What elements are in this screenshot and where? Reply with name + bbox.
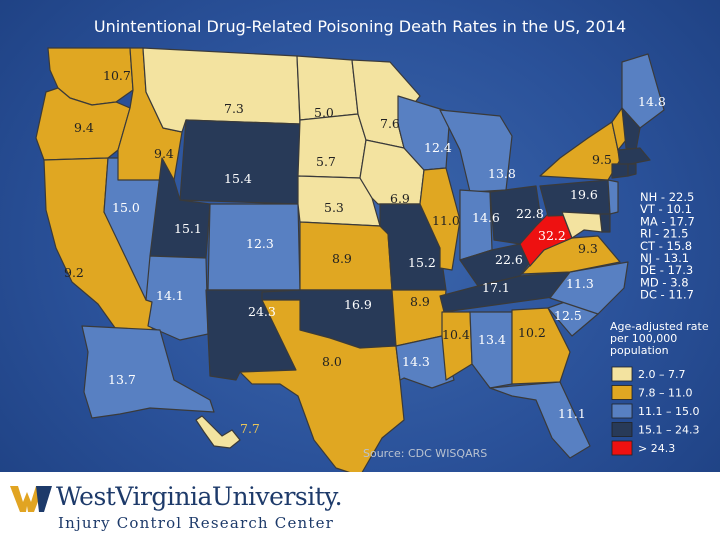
rate-label-ca: 9.2 (64, 265, 84, 280)
legend-swatch (611, 440, 633, 456)
rate-label-pa: 19.6 (570, 187, 598, 202)
rate-label-va: 9.3 (578, 241, 598, 256)
state-al (469, 311, 513, 389)
state-in (459, 189, 493, 261)
rate-label-ga: 10.2 (518, 325, 546, 340)
legend-swatch (611, 403, 633, 419)
rate-label-nm: 24.3 (248, 304, 276, 319)
state-wy (179, 119, 301, 205)
state-md (561, 211, 603, 239)
rate-label-az: 14.1 (156, 288, 184, 303)
source-note: Source: CDC WISQARS (363, 447, 488, 460)
rate-label-wi: 12.4 (424, 140, 452, 155)
rate-label-ne: 5.3 (324, 200, 344, 215)
legend-label: 7.8 – 11.0 (638, 387, 692, 400)
legend-swatch (611, 366, 633, 382)
state-mt (142, 47, 301, 133)
rate-label-ut: 15.1 (174, 221, 202, 236)
rate-label-nd: 5.0 (314, 105, 334, 120)
rate-label-ks: 8.9 (332, 251, 352, 266)
state-me (621, 53, 665, 129)
rate-label-sc: 12.5 (554, 308, 582, 323)
rate-label-wy: 15.4 (224, 171, 252, 186)
rate-label-or: 9.4 (74, 120, 94, 135)
rate-label-me: 14.8 (638, 94, 666, 109)
legend-title: population (610, 344, 669, 357)
university-name: WestVirginiaUniversity. (56, 482, 343, 511)
rate-label-la: 14.3 (402, 354, 430, 369)
legend-label: > 24.3 (638, 442, 675, 455)
legend-swatch (611, 385, 633, 400)
legend-label: 15.1 – 24.3 (638, 424, 699, 437)
legend-title: Age-adjusted rate (610, 320, 709, 333)
state-tx (239, 299, 405, 477)
rate-label-ok: 16.9 (344, 297, 372, 312)
state-ga (511, 307, 571, 385)
rate-label-id: 9.4 (154, 146, 174, 161)
rate-label-ak: 13.7 (108, 372, 136, 387)
ne-item-dc: DC - 11.7 (640, 288, 694, 302)
rate-label-sd: 5.7 (316, 154, 336, 169)
rate-label-oh: 22.8 (516, 206, 544, 221)
rate-label-nv: 15.0 (112, 200, 140, 215)
rate-label-wv: 32.2 (538, 228, 566, 243)
state-ak (81, 325, 215, 419)
rate-label-tn: 17.1 (482, 280, 510, 295)
legend-label: 2.0 – 7.7 (638, 368, 685, 381)
state-il (419, 167, 461, 271)
state-ct (611, 163, 629, 179)
state-fl (489, 381, 591, 459)
ne-item-nh: NH - 22.5 (640, 190, 694, 204)
state-hi (195, 415, 241, 449)
ne-item-ma: MA - 17.7 (640, 214, 695, 228)
rate-label-mo: 15.2 (408, 255, 436, 270)
rate-label-al: 13.4 (478, 332, 506, 347)
state-az (145, 255, 209, 341)
rate-label-ky: 22.6 (495, 252, 523, 267)
rate-label-wa: 10.7 (103, 68, 131, 83)
rate-label-co: 12.3 (246, 236, 274, 251)
northeast-rate-list: NH - 22.5VT - 10.1MA - 17.7RI - 21.5CT -… (640, 190, 695, 302)
legend-label: 11.1 – 15.0 (638, 405, 699, 418)
ne-item-md: MD - 3.8 (640, 275, 689, 289)
state-nc (549, 261, 629, 315)
ne-item-nj: NJ - 13.1 (640, 251, 689, 265)
footer-banner: WestVirginiaUniversity. Injury Control R… (0, 472, 720, 540)
rate-label-hi: 7.7 (240, 421, 260, 436)
rate-label-mt: 7.3 (224, 101, 244, 116)
rate-label-ms: 10.4 (442, 327, 470, 342)
rate-label-ar: 8.9 (410, 294, 430, 309)
rate-label-ny: 9.5 (592, 152, 612, 167)
ne-item-de: DE - 17.3 (640, 263, 693, 277)
rate-label-il: 11.0 (432, 213, 460, 228)
legend-swatch (611, 422, 633, 437)
state-ri (627, 163, 637, 177)
state-ny (539, 121, 621, 181)
research-center-name: Injury Control Research Center (58, 514, 335, 532)
rate-label-tx: 8.0 (322, 354, 342, 369)
legend-title: per 100,000 (610, 332, 677, 345)
rate-label-fl: 11.1 (558, 406, 586, 421)
state-ms (441, 311, 473, 381)
map-title: Unintentional Drug-Related Poisoning Dea… (93, 17, 627, 36)
state-nj (607, 179, 619, 215)
rate-label-in: 14.6 (472, 210, 500, 225)
ne-item-ct: CT - 15.8 (640, 239, 692, 253)
rate-label-mi: 13.8 (488, 166, 516, 181)
rate-label-ia: 6.9 (390, 191, 410, 206)
rate-label-nc: 11.3 (566, 276, 594, 291)
ne-item-ri: RI - 21.5 (640, 227, 688, 241)
wvu-flying-wv-logo-icon (10, 486, 52, 512)
state-ma (617, 147, 651, 167)
rate-label-mn: 7.6 (380, 116, 400, 131)
ne-item-vt: VT - 10.1 (640, 202, 692, 216)
